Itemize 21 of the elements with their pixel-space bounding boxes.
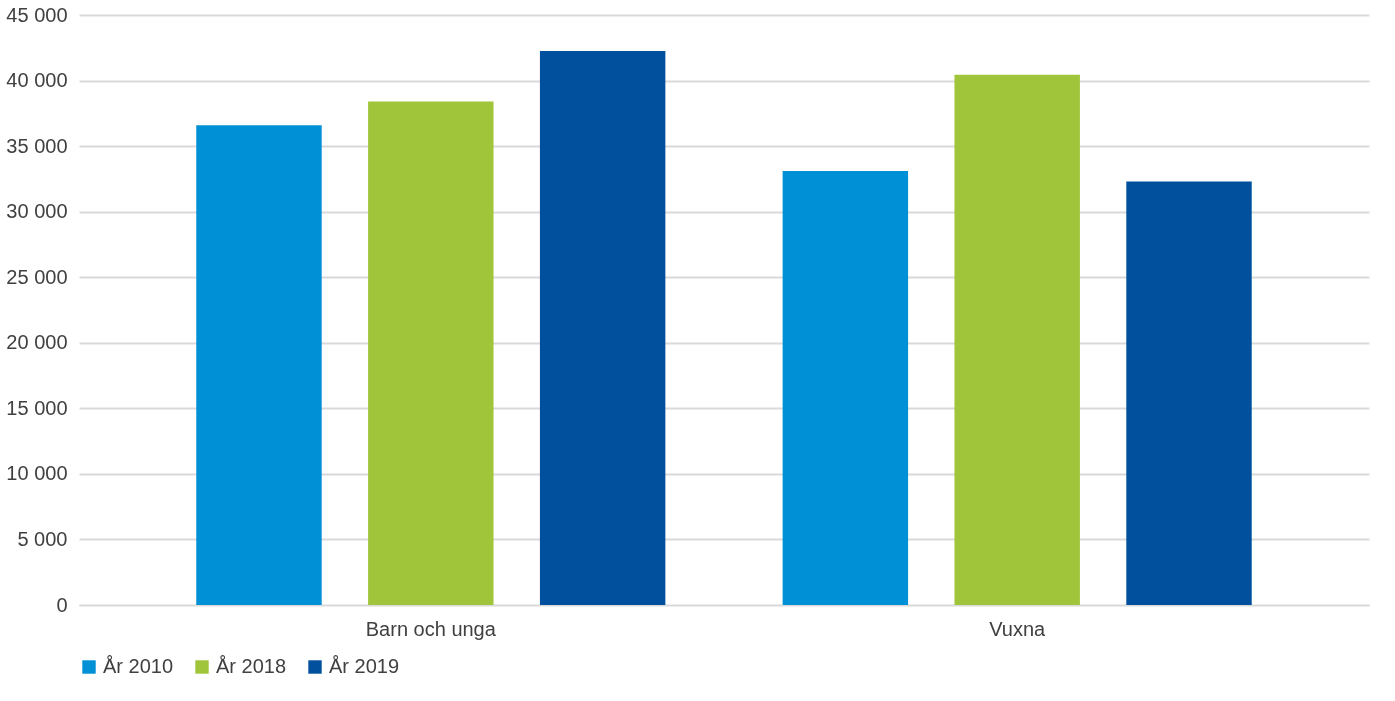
- bar: [954, 74, 1080, 605]
- y-tick-label: 25 000: [6, 265, 68, 288]
- y-tick-label: 5 000: [17, 527, 68, 550]
- bar: [782, 171, 909, 605]
- legend-label: År 2010: [103, 655, 174, 677]
- bar: [196, 125, 322, 605]
- y-tick-label: 20 000: [6, 331, 68, 354]
- legend-label: År 2018: [216, 655, 287, 677]
- legend-label: År 2019: [329, 655, 400, 677]
- y-tick-label: 10 000: [6, 462, 68, 485]
- x-tick-label: Vuxna: [989, 617, 1047, 640]
- x-tick-label: Barn och unga: [365, 617, 497, 640]
- y-tick-label: 35 000: [6, 134, 68, 157]
- y-tick-label: 0: [56, 593, 68, 616]
- bar: [539, 51, 666, 605]
- y-tick-label: 30 000: [6, 200, 68, 223]
- y-tick-label: 15 000: [6, 396, 68, 419]
- y-tick-label: 40 000: [6, 69, 68, 92]
- bar: [1126, 181, 1252, 605]
- y-tick-label: 45 000: [6, 3, 68, 26]
- bar: [368, 101, 494, 605]
